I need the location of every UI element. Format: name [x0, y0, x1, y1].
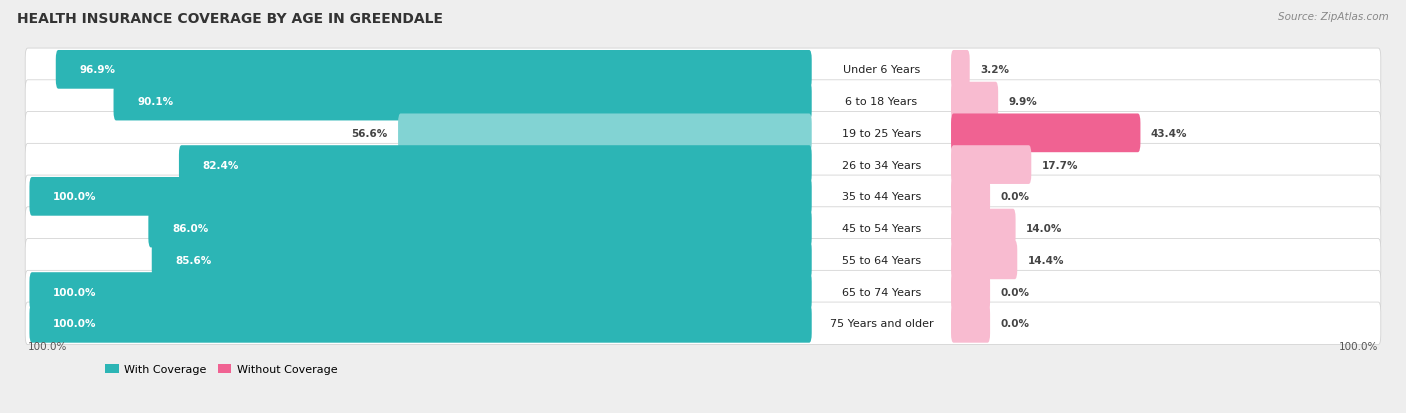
FancyBboxPatch shape	[56, 51, 811, 90]
Text: 26 to 34 Years: 26 to 34 Years	[842, 160, 921, 170]
FancyBboxPatch shape	[950, 114, 1140, 153]
Text: 14.0%: 14.0%	[1026, 223, 1062, 233]
FancyBboxPatch shape	[950, 209, 1015, 248]
Text: 100.0%: 100.0%	[53, 287, 97, 297]
FancyBboxPatch shape	[950, 51, 970, 90]
FancyBboxPatch shape	[25, 112, 1381, 155]
Text: 17.7%: 17.7%	[1042, 160, 1078, 170]
Text: 65 to 74 Years: 65 to 74 Years	[842, 287, 921, 297]
FancyBboxPatch shape	[950, 241, 1018, 280]
Legend: With Coverage, Without Coverage: With Coverage, Without Coverage	[101, 360, 342, 379]
FancyBboxPatch shape	[950, 273, 990, 311]
Text: 100.0%: 100.0%	[53, 318, 97, 328]
FancyBboxPatch shape	[25, 144, 1381, 186]
FancyBboxPatch shape	[25, 207, 1381, 250]
Text: 19 to 25 Years: 19 to 25 Years	[842, 128, 921, 138]
Text: 0.0%: 0.0%	[1000, 318, 1029, 328]
Text: 96.9%: 96.9%	[80, 65, 115, 75]
Text: 55 to 64 Years: 55 to 64 Years	[842, 255, 921, 265]
FancyBboxPatch shape	[398, 114, 811, 153]
Text: 82.4%: 82.4%	[202, 160, 239, 170]
Text: 85.6%: 85.6%	[176, 255, 212, 265]
FancyBboxPatch shape	[30, 178, 811, 216]
FancyBboxPatch shape	[25, 302, 1381, 345]
Text: 100.0%: 100.0%	[53, 192, 97, 202]
Text: 43.4%: 43.4%	[1150, 128, 1187, 138]
Text: 45 to 54 Years: 45 to 54 Years	[842, 223, 921, 233]
Text: 86.0%: 86.0%	[172, 223, 208, 233]
Text: 100.0%: 100.0%	[28, 342, 67, 351]
FancyBboxPatch shape	[149, 209, 811, 248]
Text: Source: ZipAtlas.com: Source: ZipAtlas.com	[1278, 12, 1389, 22]
FancyBboxPatch shape	[152, 241, 811, 280]
Text: Under 6 Years: Under 6 Years	[842, 65, 920, 75]
Text: 0.0%: 0.0%	[1000, 192, 1029, 202]
FancyBboxPatch shape	[25, 239, 1381, 281]
FancyBboxPatch shape	[30, 273, 811, 311]
FancyBboxPatch shape	[950, 83, 998, 121]
Text: 14.4%: 14.4%	[1028, 255, 1064, 265]
FancyBboxPatch shape	[950, 304, 990, 343]
FancyBboxPatch shape	[30, 304, 811, 343]
Text: 90.1%: 90.1%	[138, 97, 173, 107]
FancyBboxPatch shape	[25, 81, 1381, 123]
FancyBboxPatch shape	[114, 83, 811, 121]
FancyBboxPatch shape	[950, 146, 1031, 185]
FancyBboxPatch shape	[25, 176, 1381, 218]
Text: 56.6%: 56.6%	[352, 128, 388, 138]
Text: 35 to 44 Years: 35 to 44 Years	[842, 192, 921, 202]
Text: 100.0%: 100.0%	[1339, 342, 1378, 351]
FancyBboxPatch shape	[950, 178, 990, 216]
Text: 3.2%: 3.2%	[980, 65, 1010, 75]
FancyBboxPatch shape	[25, 49, 1381, 91]
FancyBboxPatch shape	[25, 271, 1381, 313]
Text: 0.0%: 0.0%	[1000, 287, 1029, 297]
Text: 75 Years and older: 75 Years and older	[830, 318, 934, 328]
Text: HEALTH INSURANCE COVERAGE BY AGE IN GREENDALE: HEALTH INSURANCE COVERAGE BY AGE IN GREE…	[17, 12, 443, 26]
Text: 9.9%: 9.9%	[1008, 97, 1038, 107]
FancyBboxPatch shape	[179, 146, 811, 185]
Text: 6 to 18 Years: 6 to 18 Years	[845, 97, 918, 107]
